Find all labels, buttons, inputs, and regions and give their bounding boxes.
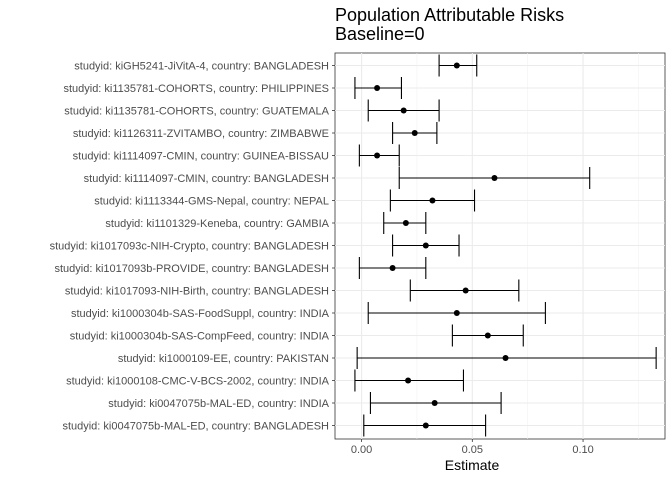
y-tick-label: studyid: ki1126311-ZVITAMBO, country: ZI… [73,128,329,140]
estimate-point [453,62,460,69]
estimate-point [405,377,412,384]
marks [354,54,657,437]
errorbar-row [392,122,438,144]
estimate-point [389,265,396,271]
estimate-point [374,152,381,159]
estimate-point [422,242,429,249]
estimate-point [422,422,429,429]
y-axis-labels: studyid: kiGH5241-JiVitA-4, country: BAN… [50,61,335,433]
estimate-point [462,287,469,294]
errorbar-row [438,54,478,77]
x-axis-title: Estimate [445,457,500,473]
errorbar-row [356,347,657,369]
y-tick-label: studyid: ki1017093c-NIH-Crypto, country:… [50,241,329,253]
estimate-point [453,310,460,316]
y-tick-label: studyid: ki0047075b-MAL-ED, country: BAN… [62,421,329,433]
y-tick-label: studyid: ki1101329-Keneba, country: GAMB… [105,218,329,230]
errorbar-row [363,414,487,437]
estimate-point [411,130,418,136]
errorbar-row [451,324,524,347]
errorbar-row [367,99,440,122]
chart-title: Population Attributable Risks [335,5,564,25]
y-tick-label: studyid: ki1017093-NIH-Birth, country: B… [65,286,329,298]
estimate-point [502,355,509,361]
x-axis-ticks: 0.00 0.05 0.10 [351,439,594,456]
errorbar-row [409,279,520,302]
y-tick-label: studyid: ki1114097-CMIN, country: BANGLA… [84,173,329,185]
y-tick-label: studyid: ki1000304b-SAS-FoodSuppl, count… [71,308,330,320]
errorbar-row [392,234,460,257]
y-tick-label: studyid: ki1135781-COHORTS, country: GUA… [64,106,329,118]
y-tick-label: studyid: ki1000108-CMC-V-BCS-2002, count… [66,376,330,388]
y-tick-label: studyid: kiGH5241-JiVitA-4, country: BAN… [74,61,329,73]
x-tick-label: 0.00 [351,444,372,456]
errorbar-row [358,144,400,167]
estimate-point [402,220,409,226]
estimate-point [484,332,491,339]
errorbar-row [367,302,546,324]
estimate-point [400,107,407,114]
errorbar-row [354,369,465,392]
errorbar-row [354,77,402,99]
errorbar-row [369,392,502,414]
errorbar-row [383,212,427,234]
x-tick-label: 0.10 [572,444,593,456]
y-tick-label: studyid: ki1114097-CMIN, country: GUINEA… [73,151,329,163]
estimate-point [374,85,381,91]
y-tick-label: studyid: ki1017093b-PROVIDE, country: BA… [54,263,329,275]
y-tick-label: studyid: ki1000304b-SAS-CompFeed, countr… [70,331,330,343]
y-tick-label: studyid: ki1000109-EE, country: PAKISTAN [118,353,329,365]
x-tick-label: 0.05 [462,444,483,456]
y-tick-label: studyid: ki1113344-GMS-Nepal, country: N… [94,196,329,208]
estimate-point [429,197,436,204]
y-tick-label: studyid: ki1135781-COHORTS, country: PHI… [63,83,329,95]
estimate-point [491,175,498,181]
estimate-point [431,400,438,406]
errorbar-row [389,189,476,212]
chart-subtitle: Baseline=0 [335,24,425,44]
y-tick-label: studyid: ki0047075b-MAL-ED, country: IND… [108,398,329,410]
errorbar-row [398,167,591,189]
errorbar-row [358,257,427,279]
